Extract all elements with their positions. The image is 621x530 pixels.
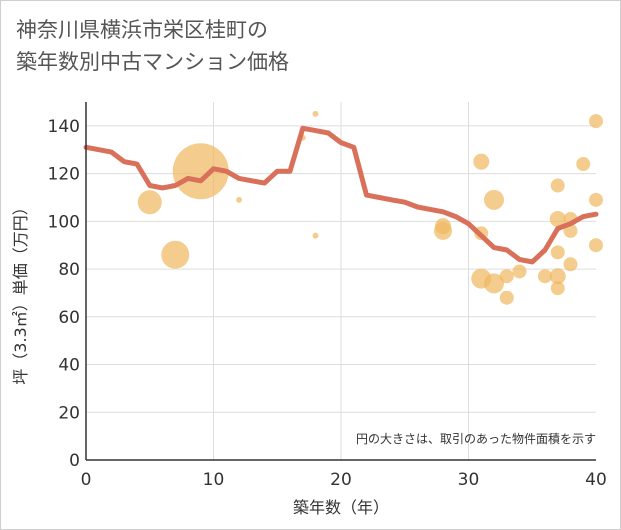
grid (86, 102, 596, 460)
chart-svg: 0 20 40 60 80 100 120 140 0 10 20 30 40 築年数（年） 坪（3.3… (0, 0, 621, 530)
y-tick-label-6: 120 (48, 165, 80, 185)
data-bubble-28 (589, 193, 603, 207)
x-tick-label-2: 20 (330, 470, 352, 490)
data-bubble-25 (564, 257, 578, 271)
y-axis-label: 坪（3.3㎡）単価（万円） (11, 199, 30, 384)
chart-note: 円の大きさは、取引のあった物件面積を示す (356, 431, 596, 446)
data-bubble-12 (484, 190, 504, 210)
y-tick-label-3: 60 (58, 308, 80, 328)
data-bubble-22 (551, 281, 565, 295)
data-bubble-5 (313, 111, 319, 117)
y-tick-label-2: 40 (58, 356, 80, 376)
y-tick-label-0: 0 (69, 451, 80, 471)
data-bubble-27 (589, 114, 603, 128)
y-tick-label-1: 20 (58, 403, 80, 423)
x-tick-label-1: 10 (203, 470, 225, 490)
data-bubble-3 (236, 197, 242, 203)
x-tick-label-4: 40 (585, 470, 607, 490)
data-bubble-8 (435, 218, 451, 234)
x-axis-label: 築年数（年） (293, 498, 389, 517)
data-bubble-14 (500, 291, 514, 305)
data-bubble-9 (473, 154, 489, 170)
x-tick-label-3: 30 (458, 470, 480, 490)
data-bubble-1 (161, 241, 189, 269)
x-tick-label-0: 0 (81, 470, 92, 490)
data-bubble-16 (513, 264, 527, 278)
y-tick-label-7: 140 (48, 117, 80, 137)
data-bubble-6 (313, 233, 319, 239)
data-bubble-26 (576, 157, 590, 171)
data-bubble-20 (551, 245, 565, 259)
y-tick-label-4: 80 (58, 260, 80, 280)
y-tick-label-5: 100 (48, 212, 80, 232)
data-bubble-18 (551, 179, 565, 193)
data-bubble-29 (589, 238, 603, 252)
bubble-series (138, 111, 603, 305)
data-bubble-0 (138, 190, 162, 214)
data-bubble-15 (500, 269, 514, 283)
